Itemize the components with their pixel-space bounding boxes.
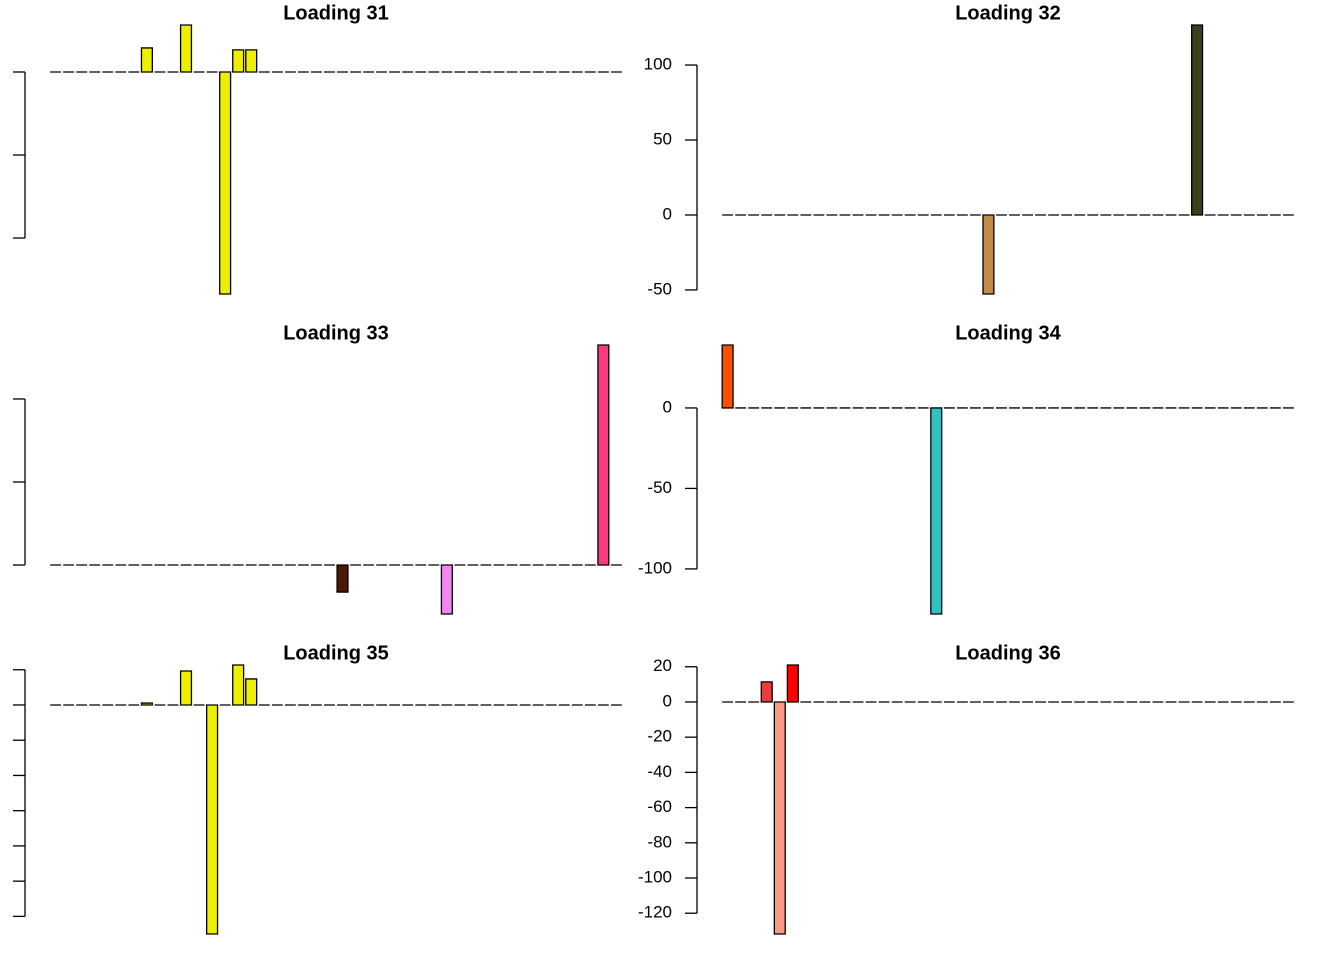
- bar: [140, 47, 153, 73]
- bar: [179, 670, 193, 706]
- y-tick-label: 100: [644, 55, 672, 74]
- y-tick-label: -50: [647, 478, 672, 497]
- bar: [1191, 24, 1204, 216]
- chart-title: Loading 36: [955, 642, 1061, 664]
- y-tick-label: -60: [647, 797, 672, 816]
- bar: [336, 564, 349, 593]
- y-tick-label: -120: [638, 903, 672, 922]
- chart-title: Loading 32: [955, 2, 1061, 24]
- y-tick-label: 0: [663, 397, 672, 416]
- y-tick-label: 50: [653, 129, 672, 148]
- y-tick-label: 20: [653, 656, 672, 675]
- y-tick-label: -80: [647, 832, 672, 851]
- chart-title: Loading 34: [955, 322, 1061, 344]
- chart-title: Loading 31: [283, 2, 389, 24]
- y-tick-label: 0: [663, 691, 672, 710]
- bar: [786, 664, 799, 703]
- bar: [232, 664, 245, 706]
- y-tick-label: -40: [647, 762, 672, 781]
- y-tick-label: -50: [647, 279, 672, 298]
- y-tick-label: -20: [647, 727, 672, 746]
- bar: [721, 344, 734, 409]
- bar: [206, 704, 219, 935]
- chart-title: Loading 33: [283, 322, 389, 344]
- bar: [440, 564, 453, 615]
- bar: [760, 681, 773, 703]
- bar: [179, 24, 193, 73]
- bar: [245, 49, 258, 73]
- chart-title: Loading 35: [283, 642, 389, 664]
- bar: [232, 49, 245, 73]
- bar: [773, 701, 786, 935]
- y-tick-label: 0: [663, 204, 672, 223]
- bar: [140, 702, 153, 706]
- y-tick-label: -100: [638, 868, 672, 887]
- bar: [219, 71, 232, 295]
- bar: [245, 678, 258, 706]
- bar: [930, 407, 943, 615]
- bar: [982, 214, 995, 295]
- y-tick-label: -100: [638, 558, 672, 577]
- bar: [597, 344, 610, 566]
